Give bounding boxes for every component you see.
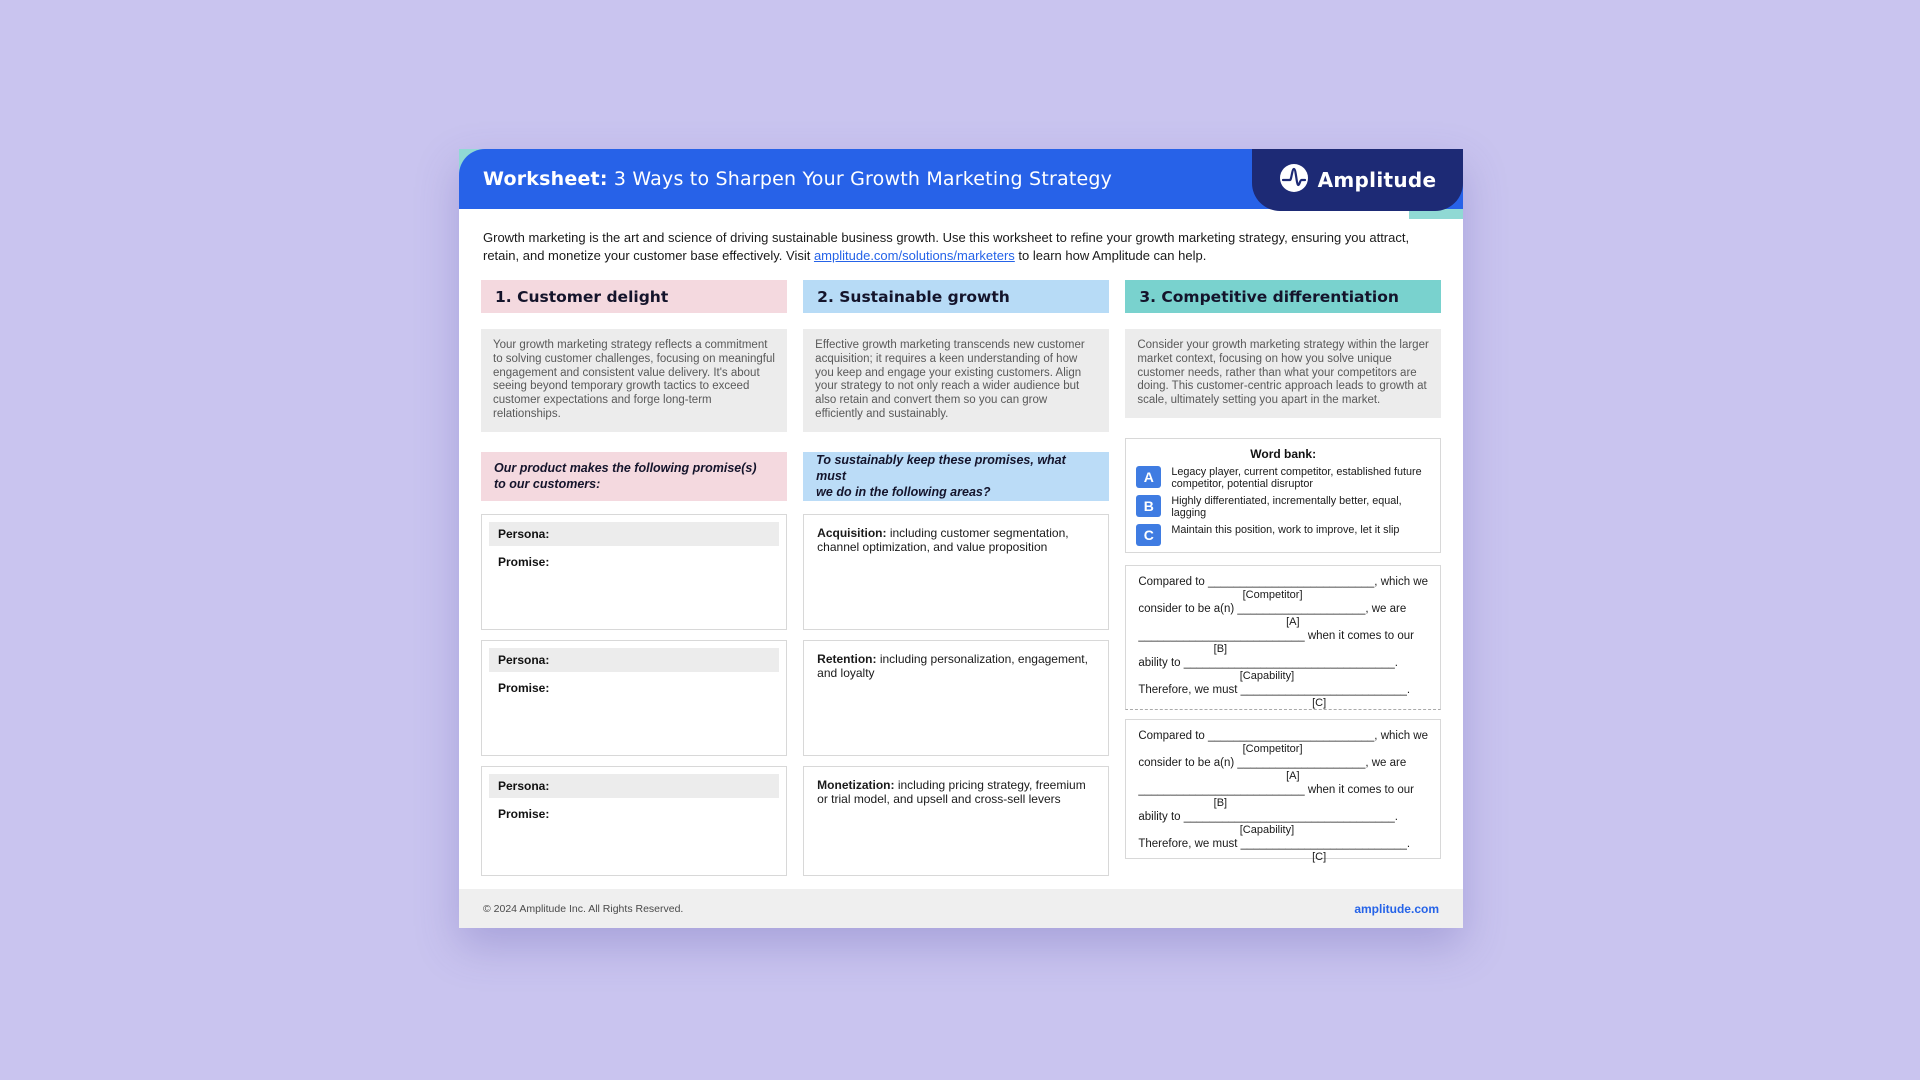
- promise-label: Promise:: [498, 806, 550, 821]
- column-1-description: Your growth marketing strategy reflects …: [481, 329, 788, 432]
- column-3-header: 3. Competitive differentiation: [1125, 280, 1441, 313]
- competitor-fill-in-1: Compared to __________________________, …: [1125, 564, 1441, 710]
- word-bank-item-b: B Highly differentiated, incrementally b…: [1136, 494, 1430, 520]
- word-bank-text-b: Highly differentiated, incrementally bet…: [1171, 494, 1402, 520]
- prompt-line: To sustainably keep these promises, what…: [816, 453, 1066, 484]
- monetization-label: Monetization:: [817, 777, 895, 792]
- fill-line: consider to be a(n) ____________________…: [1138, 602, 1407, 615]
- page-title-lead: Worksheet:: [483, 168, 608, 190]
- amplitude-logo: Amplitude: [1252, 149, 1463, 211]
- amplitude-logo-text: Amplitude: [1317, 168, 1437, 192]
- intro-text-after: to learn how Amplitude can help.: [1014, 247, 1207, 263]
- fill-sublabel-a: [A]: [1286, 615, 1300, 628]
- word-bank-text-a: Legacy player, current competitor, estab…: [1171, 465, 1422, 491]
- word-bank-item-a: A Legacy player, current competitor, est…: [1136, 465, 1430, 491]
- column-2-description: Effective growth marketing transcends ne…: [803, 329, 1110, 432]
- retention-text: including personalization, engagement, a…: [817, 651, 1088, 681]
- column-3-description: Consider your growth marketing strategy …: [1125, 329, 1441, 418]
- prompt-line: Our product makes the following promise(…: [494, 461, 757, 476]
- monetization-box: Monetization: including pricing strategy…: [803, 765, 1110, 876]
- fill-line: Compared to __________________________, …: [1138, 729, 1428, 742]
- worksheet-columns: 1. Customer delight Your growth marketin…: [459, 264, 1463, 876]
- fill-line: __________________________ when it comes…: [1138, 783, 1414, 796]
- amplitude-logo-icon: [1279, 163, 1309, 198]
- fill-sublabel-a: [A]: [1286, 769, 1300, 782]
- column-1-header: 1. Customer delight: [481, 280, 788, 313]
- amplitude-site-link[interactable]: amplitude.com: [1354, 901, 1439, 916]
- letter-b-badge: B: [1136, 494, 1162, 517]
- monetization-text: including pricing strategy, freemium or …: [817, 777, 1086, 807]
- fill-sublabel-b: [B]: [1213, 642, 1228, 655]
- column-customer-delight: 1. Customer delight Your growth marketin…: [481, 280, 788, 876]
- word-bank-title: Word bank:: [1250, 446, 1317, 461]
- retention-box: Retention: including personalization, en…: [803, 639, 1110, 756]
- letter-a-badge: A: [1136, 465, 1162, 488]
- fill-line: Therefore, we must _____________________…: [1138, 837, 1411, 850]
- copyright-text: © 2024 Amplitude Inc. All Rights Reserve…: [483, 902, 684, 915]
- promise-label: Promise:: [498, 680, 550, 695]
- column-2-header: 2. Sustainable growth: [803, 280, 1110, 313]
- persona-promise-box-1: Persona: Promise:: [481, 513, 788, 630]
- marketers-link[interactable]: amplitude.com/solutions/marketers: [813, 247, 1015, 263]
- fill-sublabel-capability: [Capability]: [1239, 823, 1295, 836]
- fill-sublabel-c: [C]: [1312, 696, 1327, 709]
- competitor-fill-in-2: Compared to __________________________, …: [1125, 718, 1441, 863]
- fill-sublabel-c: [C]: [1312, 850, 1327, 863]
- letter-c-badge: C: [1136, 523, 1162, 546]
- prompt-line: to our customers:: [494, 477, 601, 492]
- document-header: Worksheet: 3 Ways to Sharpen Your Growth…: [459, 149, 1463, 219]
- word-bank-text-c: Maintain this position, work to improve,…: [1171, 523, 1400, 536]
- persona-promise-box-2: Persona: Promise:: [481, 639, 788, 756]
- column-1-prompt: Our product makes the following promise(…: [481, 451, 788, 501]
- acquisition-label: Acquisition:: [817, 525, 887, 540]
- fill-sublabel-competitor: [Competitor]: [1242, 742, 1303, 755]
- intro-text-before: Growth marketing is the art and science …: [483, 230, 1410, 263]
- persona-label: Persona:: [489, 521, 780, 546]
- fill-line: Therefore, we must _____________________…: [1138, 683, 1411, 696]
- page-title: Worksheet: 3 Ways to Sharpen Your Growth…: [483, 168, 1112, 190]
- fill-line: Compared to __________________________, …: [1138, 575, 1428, 588]
- acquisition-box: Acquisition: including customer segmenta…: [803, 513, 1110, 630]
- worksheet-document: Worksheet: 3 Ways to Sharpen Your Growth…: [459, 149, 1463, 928]
- word-bank-item-c: C Maintain this position, work to improv…: [1136, 523, 1430, 546]
- fill-line: ability to _____________________________…: [1138, 656, 1398, 669]
- persona-label: Persona:: [489, 647, 780, 672]
- fill-sublabel-capability: [Capability]: [1239, 669, 1295, 682]
- fill-line: ability to _____________________________…: [1138, 810, 1398, 823]
- acquisition-text: including customer segmentation, channel…: [817, 525, 1069, 555]
- promise-label: Promise:: [498, 554, 550, 569]
- fill-sublabel-b: [B]: [1213, 796, 1228, 809]
- column-competitive-differentiation: 3. Competitive differentiation Consider …: [1125, 280, 1441, 876]
- persona-promise-box-3: Persona: Promise:: [481, 765, 788, 876]
- intro-paragraph: Growth marketing is the art and science …: [459, 209, 1449, 264]
- document-footer: © 2024 Amplitude Inc. All Rights Reserve…: [459, 889, 1463, 928]
- column-2-prompt: To sustainably keep these promises, what…: [803, 451, 1110, 501]
- fill-sublabel-competitor: [Competitor]: [1242, 588, 1303, 601]
- persona-label: Persona:: [489, 773, 780, 798]
- prompt-line: we do in the following areas?: [816, 485, 991, 500]
- retention-label: Retention:: [817, 651, 877, 666]
- fill-line: __________________________ when it comes…: [1138, 629, 1414, 642]
- fill-line: consider to be a(n) ____________________…: [1138, 756, 1407, 769]
- column-sustainable-growth: 2. Sustainable growth Effective growth m…: [803, 280, 1110, 876]
- page-title-rest: 3 Ways to Sharpen Your Growth Marketing …: [607, 168, 1113, 190]
- word-bank: Word bank: A Legacy player, current comp…: [1125, 437, 1441, 553]
